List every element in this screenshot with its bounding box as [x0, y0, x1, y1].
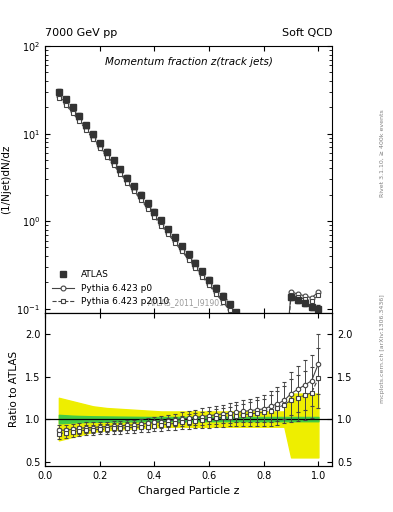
Y-axis label: Ratio to ATLAS: Ratio to ATLAS [9, 351, 19, 428]
Text: Momentum fraction z(track jets): Momentum fraction z(track jets) [105, 57, 273, 67]
Text: mcplots.cern.ch [arXiv:1306.3436]: mcplots.cern.ch [arXiv:1306.3436] [380, 294, 385, 402]
Text: ATLAS_2011_I919017: ATLAS_2011_I919017 [148, 298, 230, 307]
Text: Soft QCD: Soft QCD [282, 28, 332, 38]
Text: 7000 GeV pp: 7000 GeV pp [45, 28, 118, 38]
X-axis label: Charged Particle z: Charged Particle z [138, 486, 239, 496]
Legend: ATLAS, Pythia 6.423 p0, Pythia 6.423 p2010: ATLAS, Pythia 6.423 p0, Pythia 6.423 p20… [48, 267, 173, 310]
Y-axis label: (1/Njet)dN/dz: (1/Njet)dN/dz [1, 145, 11, 214]
Text: Rivet 3.1.10, ≥ 400k events: Rivet 3.1.10, ≥ 400k events [380, 110, 385, 198]
